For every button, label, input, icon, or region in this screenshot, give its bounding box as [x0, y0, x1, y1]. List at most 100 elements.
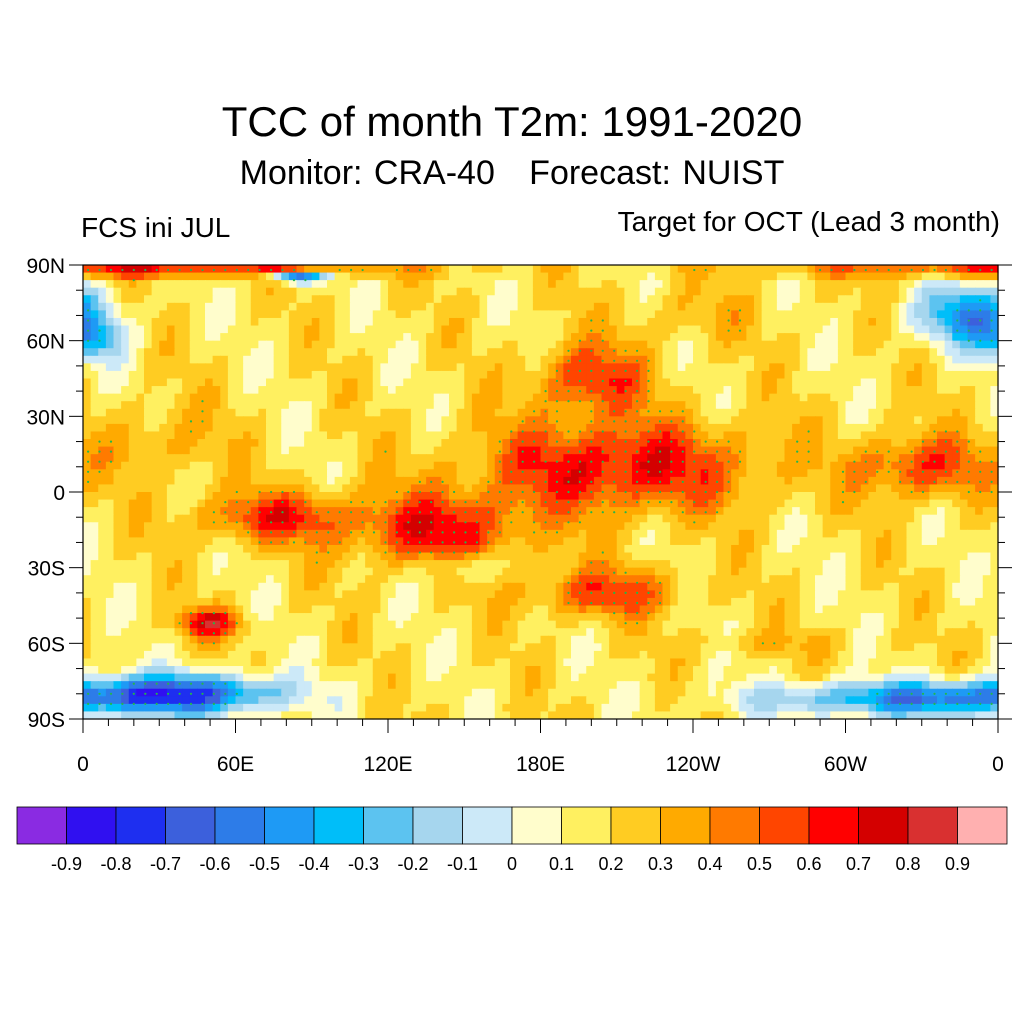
field-cell — [853, 310, 862, 319]
field-cell — [334, 560, 343, 569]
field-cell — [525, 393, 534, 402]
field-cell — [914, 325, 923, 334]
field-cell — [815, 408, 824, 417]
field-cell — [388, 492, 397, 501]
field-cell — [235, 446, 244, 455]
field-cell — [937, 484, 946, 493]
field-cell — [693, 416, 702, 425]
field-cell — [914, 408, 923, 417]
field-cell — [372, 492, 381, 501]
field-cell — [281, 454, 290, 463]
field-cell — [715, 461, 725, 470]
field-cell — [715, 393, 725, 402]
field-cell — [555, 325, 564, 334]
field-cell — [822, 416, 831, 425]
field-cell — [349, 280, 359, 289]
field-cell — [891, 355, 900, 364]
field-cell — [128, 484, 137, 493]
field-cell — [319, 461, 328, 470]
field-cell — [113, 431, 122, 440]
field-cell — [334, 295, 343, 304]
field-cell — [182, 529, 191, 538]
field-cell — [624, 476, 633, 486]
field-cell — [639, 363, 648, 372]
field-cell — [601, 575, 610, 584]
field-cell — [784, 499, 793, 508]
field-cell — [433, 476, 442, 486]
field-cell — [281, 265, 290, 274]
field-cell — [959, 355, 969, 364]
field-cell — [296, 560, 305, 569]
field-cell — [738, 333, 747, 342]
field-cell — [212, 333, 221, 342]
field-cell — [342, 446, 351, 455]
field-cell — [349, 340, 359, 349]
field-cell — [357, 560, 366, 569]
field-cell — [349, 401, 359, 410]
field-cell — [205, 363, 214, 372]
field-cell — [723, 287, 732, 296]
field-cell — [685, 363, 694, 372]
field-cell — [273, 552, 282, 561]
field-cell — [288, 317, 298, 327]
field-cell — [548, 325, 557, 334]
field-cell — [898, 386, 908, 395]
field-cell — [426, 439, 435, 448]
field-cell — [189, 507, 198, 516]
field-cell — [708, 416, 717, 425]
field-cell — [380, 280, 389, 289]
field-cell — [250, 507, 259, 516]
field-cell — [266, 560, 275, 569]
field-cell — [464, 325, 473, 334]
field-cell — [647, 378, 656, 387]
field-cell — [205, 507, 214, 516]
field-cell — [403, 469, 412, 478]
field-cell — [342, 560, 351, 569]
field-cell — [220, 280, 229, 289]
field-cell — [479, 469, 488, 478]
field-cell — [975, 386, 984, 395]
field-cell — [731, 363, 740, 372]
field-cell — [975, 310, 984, 319]
field-cell — [144, 393, 153, 402]
field-cell — [327, 439, 336, 448]
field-cell — [952, 492, 961, 501]
field-cell — [357, 575, 366, 584]
field-cell — [555, 507, 564, 516]
field-cell — [639, 484, 648, 493]
field-cell — [853, 287, 862, 296]
field-cell — [166, 544, 176, 554]
field-cell — [609, 363, 618, 372]
field-cell — [906, 295, 915, 304]
field-cell — [837, 272, 847, 281]
field-cell — [395, 544, 404, 554]
field-cell — [342, 454, 351, 463]
field-cell — [159, 363, 168, 372]
field-cell — [235, 280, 244, 289]
field-cell — [624, 416, 633, 425]
field-cell — [792, 363, 801, 372]
field-cell — [471, 310, 481, 319]
field-cell — [898, 310, 908, 319]
field-cell — [738, 499, 747, 508]
field-cell — [708, 265, 717, 274]
field-cell — [647, 302, 656, 311]
field-cell — [220, 575, 229, 584]
field-cell — [731, 522, 740, 531]
field-cell — [182, 461, 191, 470]
field-cell — [746, 492, 755, 501]
field-cell — [929, 386, 938, 395]
field-cell — [197, 265, 206, 274]
field-cell — [601, 386, 610, 395]
field-cell — [357, 363, 366, 372]
field-cell — [586, 507, 595, 516]
field-cell — [693, 340, 702, 349]
field-cell — [105, 393, 115, 402]
field-cell — [693, 423, 702, 433]
field-cell — [403, 378, 412, 387]
field-cell — [349, 378, 359, 387]
field-cell — [380, 439, 389, 448]
field-cell — [487, 370, 496, 380]
field-cell — [532, 552, 542, 561]
field-cell — [464, 280, 473, 289]
